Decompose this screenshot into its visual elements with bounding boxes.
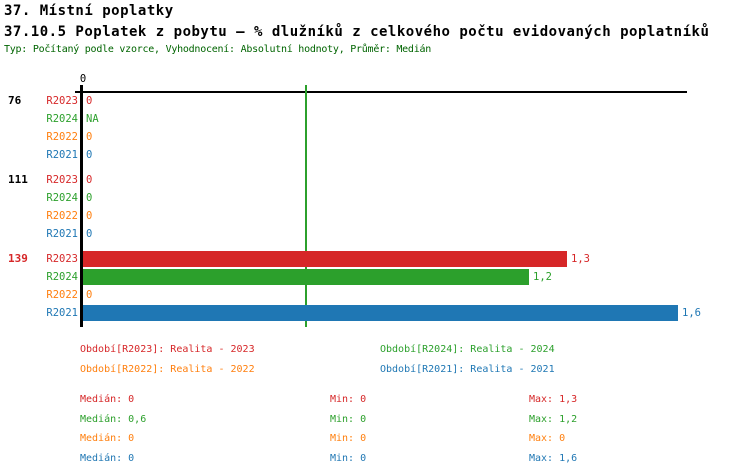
x-axis-line bbox=[75, 91, 687, 93]
stat-median: Medián: 0,6 bbox=[80, 413, 147, 425]
stat-max: Max: 1,3 bbox=[529, 394, 578, 405]
bar-value-label: 0 bbox=[86, 192, 93, 204]
y-axis-line bbox=[80, 85, 83, 327]
bar-value-label: 0 bbox=[86, 131, 93, 143]
bar-value-label: 1,2 bbox=[533, 271, 552, 283]
stat-min: Min: 0 bbox=[330, 394, 367, 405]
bar-chart: 0 76 R2023 0 R2024 NA R2022 0 R2021 0 111 R2023 0 R2… bbox=[8, 73, 701, 327]
stat-max: Max: 0 bbox=[529, 433, 566, 445]
series-row-label: R2021 bbox=[46, 228, 78, 240]
stat-min: Min: 0 bbox=[330, 433, 367, 445]
group-label: 139 bbox=[8, 252, 28, 265]
series-row-label: R2023 bbox=[46, 253, 78, 265]
x-axis-tick-label: 0 bbox=[79, 73, 87, 85]
stat-min: Min: 0 bbox=[330, 413, 367, 425]
series-row-label: R2022 bbox=[46, 131, 78, 143]
group-label: 111 bbox=[8, 173, 28, 186]
stat-max: Max: 1,6 bbox=[529, 452, 578, 464]
bar bbox=[83, 305, 678, 321]
bar-value-label: 0 bbox=[86, 228, 93, 240]
series-row-label: R2023 bbox=[46, 95, 78, 107]
indicator-title: 37.10.5 Poplatek z pobytu – % dlužníků z… bbox=[4, 24, 710, 40]
series-row-label: R2024 bbox=[46, 113, 78, 125]
group-label: 76 bbox=[8, 94, 22, 107]
bar bbox=[83, 269, 529, 285]
stat-median: Medián: 0 bbox=[80, 433, 135, 445]
legend-item: Období[R2021]: Realita - 2021 bbox=[380, 364, 555, 375]
bar bbox=[83, 251, 567, 267]
stat-min: Min: 0 bbox=[330, 452, 367, 464]
series-row-label: R2022 bbox=[46, 210, 78, 222]
series-row-label: R2022 bbox=[46, 289, 78, 301]
legend-item: Období[R2024]: Realita - 2024 bbox=[380, 344, 555, 355]
legend-item: Období[R2023]: Realita - 2023 bbox=[80, 344, 255, 355]
series-row-label: R2024 bbox=[46, 271, 78, 283]
bar-value-label: 0 bbox=[86, 95, 93, 107]
series-row-label: R2021 bbox=[46, 149, 78, 161]
indicator-meta: Typ: Počítaný podle vzorce, Vyhodnocení:… bbox=[4, 44, 432, 55]
bar-value-label: 1,6 bbox=[682, 307, 701, 319]
series-row-label: R2024 bbox=[46, 192, 78, 204]
stat-max: Max: 1,2 bbox=[529, 413, 578, 425]
stat-median: Medián: 0 bbox=[80, 452, 135, 464]
stat-median: Medián: 0 bbox=[80, 394, 135, 405]
report-section-title: 37. Místní poplatky bbox=[4, 3, 174, 19]
legend-item: Období[R2022]: Realita - 2022 bbox=[80, 364, 255, 375]
bar-value-label: 0 bbox=[86, 289, 93, 301]
bar-value-label: NA bbox=[86, 113, 99, 125]
bar-value-label: 0 bbox=[86, 210, 93, 222]
series-row-label: R2023 bbox=[46, 174, 78, 186]
median-line bbox=[305, 85, 308, 327]
bar-value-label: 0 bbox=[86, 174, 93, 186]
bar-value-label: 0 bbox=[86, 149, 93, 161]
bar-value-label: 1,3 bbox=[571, 253, 590, 265]
series-row-label: R2021 bbox=[46, 307, 78, 319]
